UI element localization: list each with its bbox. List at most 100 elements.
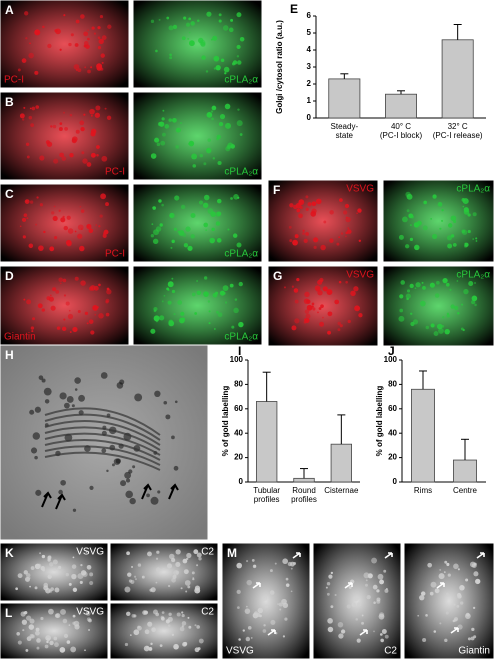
- texture: [59, 647, 66, 653]
- texture: [16, 631, 21, 636]
- texture: [63, 294, 67, 297]
- x-tick-label: 40° C (PC-I block): [380, 122, 423, 140]
- texture: [296, 208, 301, 213]
- texture: [161, 300, 164, 303]
- stack: [44, 426, 161, 451]
- texture: [345, 216, 348, 219]
- texture: [326, 581, 331, 586]
- y-tick-label: 60: [234, 404, 243, 413]
- texture: [434, 293, 440, 298]
- texture: [69, 113, 73, 117]
- texture: [326, 289, 333, 296]
- texture: [35, 223, 38, 226]
- texture: [340, 629, 346, 634]
- texture: [329, 210, 334, 215]
- texture: [445, 592, 449, 596]
- texture: [230, 197, 233, 200]
- texture: [377, 573, 384, 580]
- texture: [24, 11, 29, 16]
- texture: [129, 497, 136, 505]
- texture: [15, 587, 19, 591]
- texture: [71, 564, 77, 569]
- texture: [175, 127, 181, 133]
- texture: [35, 630, 40, 636]
- texture: [203, 276, 208, 280]
- texture: [456, 605, 460, 608]
- texture: [168, 319, 174, 325]
- y-tick-label: 20: [234, 453, 243, 462]
- arrow: [267, 629, 276, 636]
- texture: [315, 286, 321, 292]
- texture: [185, 226, 191, 232]
- texture: [290, 567, 293, 570]
- texture: [54, 29, 58, 33]
- texture: [68, 582, 72, 586]
- texture: [183, 569, 189, 575]
- texture: [206, 11, 212, 17]
- texture: [58, 489, 63, 495]
- texture: [218, 19, 222, 23]
- texture: [194, 624, 197, 627]
- texture: [345, 231, 349, 235]
- texture: [60, 479, 66, 486]
- micrograph: [0, 542, 109, 602]
- texture: [162, 568, 165, 570]
- texture: [253, 564, 257, 568]
- texture: [23, 570, 28, 575]
- texture: [192, 164, 197, 168]
- texture: [219, 114, 226, 120]
- x-tick-label: Round profiles: [291, 486, 317, 504]
- texture: [80, 280, 86, 286]
- panel-label: A: [5, 3, 14, 17]
- texture: [450, 304, 455, 309]
- micrograph: [221, 542, 311, 659]
- texture: [473, 635, 477, 639]
- texture: [432, 194, 437, 199]
- texture: [457, 311, 460, 315]
- texture: [64, 126, 68, 131]
- texture: [435, 280, 440, 285]
- texture: [80, 126, 85, 132]
- texture: [436, 323, 443, 330]
- texture: [88, 628, 91, 631]
- texture: [105, 202, 109, 207]
- texture: [96, 145, 100, 149]
- texture: [263, 624, 266, 627]
- texture: [211, 117, 214, 121]
- texture: [356, 638, 361, 643]
- texture: [59, 282, 62, 285]
- texture: [225, 146, 231, 152]
- texture: [163, 400, 168, 405]
- texture: [347, 227, 350, 230]
- texture: [101, 61, 104, 65]
- texture: [81, 151, 85, 155]
- texture: [296, 278, 300, 282]
- texture: [83, 41, 89, 46]
- texture: [282, 602, 289, 609]
- texture: [175, 145, 180, 149]
- y-tick-label: 80: [388, 380, 397, 389]
- texture: [50, 125, 53, 128]
- texture: [372, 584, 378, 590]
- texture: [79, 205, 82, 208]
- texture: [53, 236, 58, 240]
- texture: [86, 223, 92, 229]
- texture: [421, 281, 424, 284]
- texture: [171, 289, 176, 294]
- texture: [147, 621, 153, 627]
- texture: [198, 557, 202, 561]
- texture: [318, 307, 322, 310]
- texture: [188, 625, 192, 629]
- texture: [164, 124, 170, 129]
- texture: [52, 124, 57, 129]
- texture: [232, 233, 238, 238]
- bar: [411, 388, 435, 483]
- texture: [93, 32, 97, 35]
- texture: [453, 603, 456, 606]
- texture: [358, 239, 362, 242]
- texture: [96, 63, 103, 70]
- panel-label: B: [5, 95, 14, 109]
- texture: [184, 580, 191, 586]
- texture: [338, 280, 342, 284]
- texture: [384, 634, 389, 639]
